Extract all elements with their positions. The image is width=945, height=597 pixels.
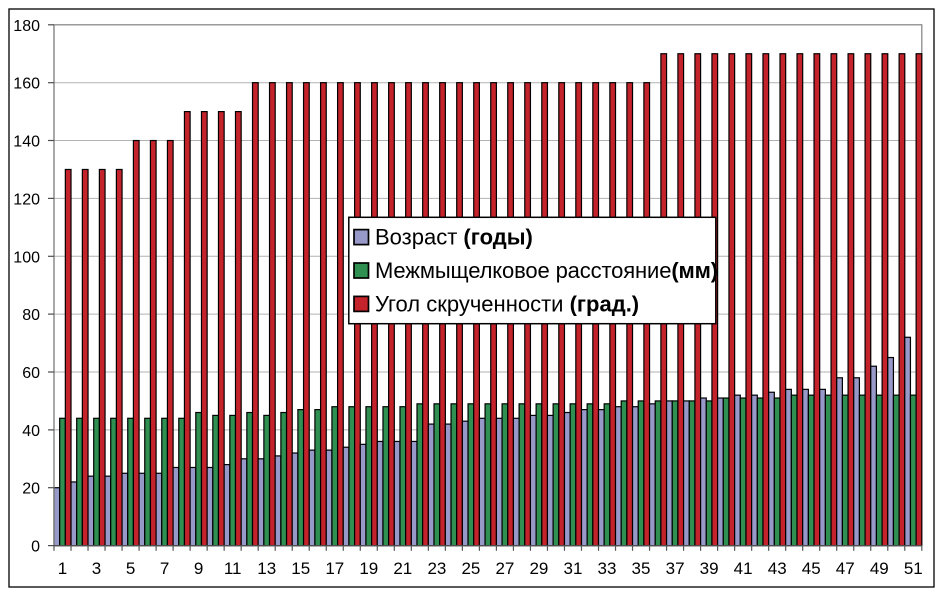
- svg-text:43: 43: [768, 559, 787, 578]
- svg-text:15: 15: [291, 559, 310, 578]
- svg-text:120: 120: [13, 191, 40, 208]
- svg-text:13: 13: [257, 559, 276, 578]
- svg-text:49: 49: [870, 559, 889, 578]
- svg-text:1: 1: [58, 559, 67, 578]
- svg-text:60: 60: [22, 365, 40, 382]
- svg-text:21: 21: [393, 559, 412, 578]
- svg-text:7: 7: [160, 559, 169, 578]
- svg-text:Возраст (годы): Возраст (годы): [375, 225, 533, 250]
- svg-text:25: 25: [461, 559, 480, 578]
- svg-text:11: 11: [224, 559, 242, 578]
- svg-text:160: 160: [13, 76, 40, 93]
- svg-text:31: 31: [564, 559, 583, 578]
- svg-text:Межмыщелковое расстояние(мм): Межмыщелковое расстояние(мм): [375, 258, 718, 283]
- svg-text:180: 180: [13, 18, 40, 35]
- svg-text:27: 27: [495, 559, 514, 578]
- svg-text:100: 100: [13, 249, 40, 266]
- svg-text:0: 0: [31, 539, 40, 556]
- svg-text:39: 39: [700, 559, 719, 578]
- svg-text:20: 20: [22, 481, 40, 498]
- svg-text:47: 47: [836, 559, 855, 578]
- svg-text:19: 19: [359, 559, 378, 578]
- svg-text:33: 33: [598, 559, 617, 578]
- svg-text:140: 140: [13, 134, 40, 151]
- svg-text:3: 3: [92, 559, 101, 578]
- svg-text:80: 80: [22, 307, 40, 324]
- svg-text:17: 17: [325, 559, 344, 578]
- svg-text:23: 23: [427, 559, 446, 578]
- svg-text:51: 51: [904, 559, 923, 578]
- svg-text:Угол скрученности (град.): Угол скрученности (град.): [375, 291, 639, 316]
- svg-text:29: 29: [529, 559, 548, 578]
- svg-text:35: 35: [632, 559, 651, 578]
- svg-text:9: 9: [194, 559, 203, 578]
- svg-text:40: 40: [22, 423, 40, 440]
- svg-text:45: 45: [802, 559, 821, 578]
- svg-text:5: 5: [126, 559, 135, 578]
- svg-text:41: 41: [734, 559, 753, 578]
- svg-text:37: 37: [666, 559, 685, 578]
